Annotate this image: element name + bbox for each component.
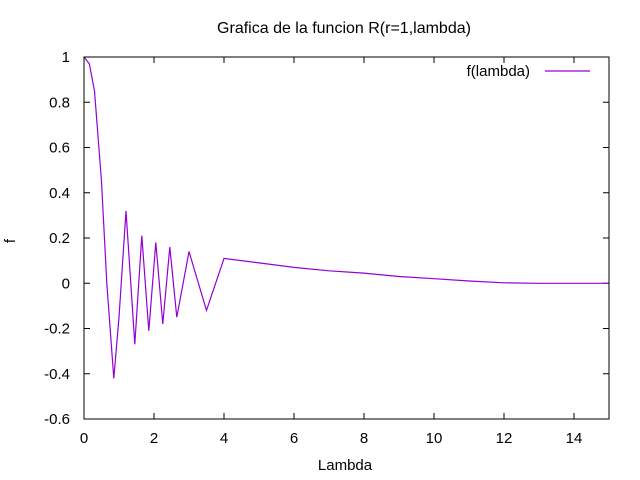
y-tick-label: 0.6 <box>49 140 70 157</box>
legend: f(lambda) <box>467 63 590 80</box>
legend-label: f(lambda) <box>467 63 530 80</box>
chart-title: Grafica de la funcion R(r=1,lambda) <box>217 20 471 37</box>
x-tick-label: 6 <box>290 430 298 447</box>
series-layer <box>83 56 609 379</box>
y-tick-label: 0.4 <box>49 185 70 202</box>
x-axis-label: Lambda <box>318 457 373 474</box>
x-tick-label: 12 <box>496 430 513 447</box>
y-tick-label: -0.4 <box>44 366 70 383</box>
y-tick-label: 0 <box>62 275 70 292</box>
x-tick-label: 8 <box>360 430 368 447</box>
x-tick-label: 10 <box>426 430 443 447</box>
plot-frame <box>83 56 610 420</box>
series-line <box>83 56 609 379</box>
y-tick-label: 0.8 <box>49 94 70 111</box>
x-tick-label: 4 <box>220 430 228 447</box>
y-tick-label: -0.2 <box>44 321 70 338</box>
x-tick-label: 2 <box>150 430 158 447</box>
y-tick-label: 1 <box>62 49 70 66</box>
x-tick-label: 14 <box>566 430 583 447</box>
y-axis-label: f <box>2 238 19 243</box>
y-tick-label: -0.6 <box>44 411 70 428</box>
x-tick-label: 0 <box>80 430 88 447</box>
y-tick-label: 0.2 <box>49 230 70 247</box>
